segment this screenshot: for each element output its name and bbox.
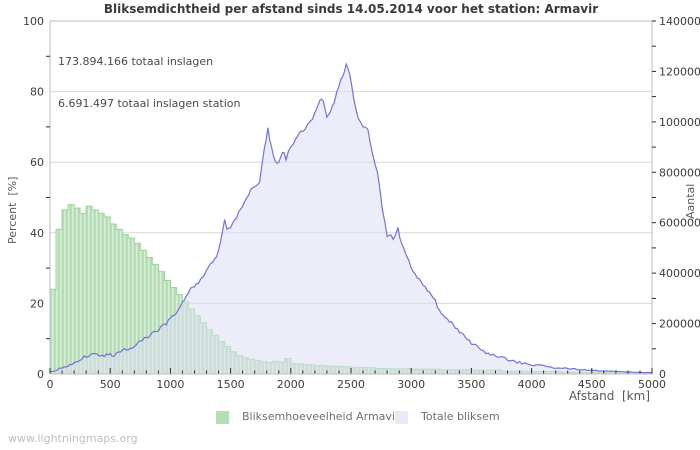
- annotation-total-strikes: 173.894.166 totaal inslagen: [58, 55, 214, 68]
- x-axis-title: Afstand [km]: [568, 389, 650, 403]
- legend-label-totale-bliksem: Totale bliksem: [421, 410, 500, 423]
- y-right-tick-label: 200000: [659, 318, 700, 331]
- x-tick-label: 500: [100, 378, 121, 391]
- legend-swatch-armavir: [216, 411, 229, 424]
- y-left-tick-label: 100: [23, 15, 44, 28]
- x-tick-label: 1000: [156, 378, 184, 391]
- x-tick-label: 4000: [518, 378, 546, 391]
- annotation-station-strikes: 6.691.497 totaal inslagen station: [58, 97, 241, 110]
- x-tick-label: 0: [47, 378, 54, 391]
- legend-label-armavir: Bliksemhoeveelheid Armavir: [242, 410, 400, 423]
- y-right-tick-label: 1000000: [659, 116, 700, 129]
- y-left-tick-label: 60: [30, 156, 44, 169]
- watermark: www.lightningmaps.org: [8, 432, 138, 445]
- x-tick-label: 2000: [277, 378, 305, 391]
- x-tick-label: 3500: [457, 378, 485, 391]
- total-strikes-annotation: 173.894.166 totaal inslagen 6.691.497 to…: [58, 27, 241, 139]
- chart-title: Bliksemdichtheid per afstand sinds 14.05…: [103, 2, 599, 16]
- y-left-tick-label: 20: [30, 297, 44, 310]
- x-tick-label: 5000: [638, 378, 666, 391]
- total-line: [49, 62, 653, 374]
- y-left-tick-label: 80: [30, 86, 44, 99]
- y-right-tick-label: 1200000: [659, 65, 700, 78]
- total-area: [50, 64, 652, 374]
- y-right-tick-label: 1400000: [659, 15, 700, 28]
- legend-swatch-totale-bliksem: [395, 411, 408, 424]
- left-axis-title: Percent [%]: [6, 176, 19, 244]
- y-left-tick-label: 40: [30, 227, 44, 240]
- y-right-tick-label: 600000: [659, 217, 700, 230]
- x-tick-label: 3000: [397, 378, 425, 391]
- y-right-tick-label: 400000: [659, 267, 700, 280]
- x-tick-label: 1500: [217, 378, 245, 391]
- y-right-tick-label: 0: [659, 368, 666, 381]
- y-left-tick-label: 0: [37, 368, 44, 381]
- x-tick-label: 4500: [578, 378, 606, 391]
- right-axis-title: Aantal: [684, 183, 697, 219]
- y-right-tick-label: 800000: [659, 166, 700, 179]
- x-tick-label: 2500: [337, 378, 365, 391]
